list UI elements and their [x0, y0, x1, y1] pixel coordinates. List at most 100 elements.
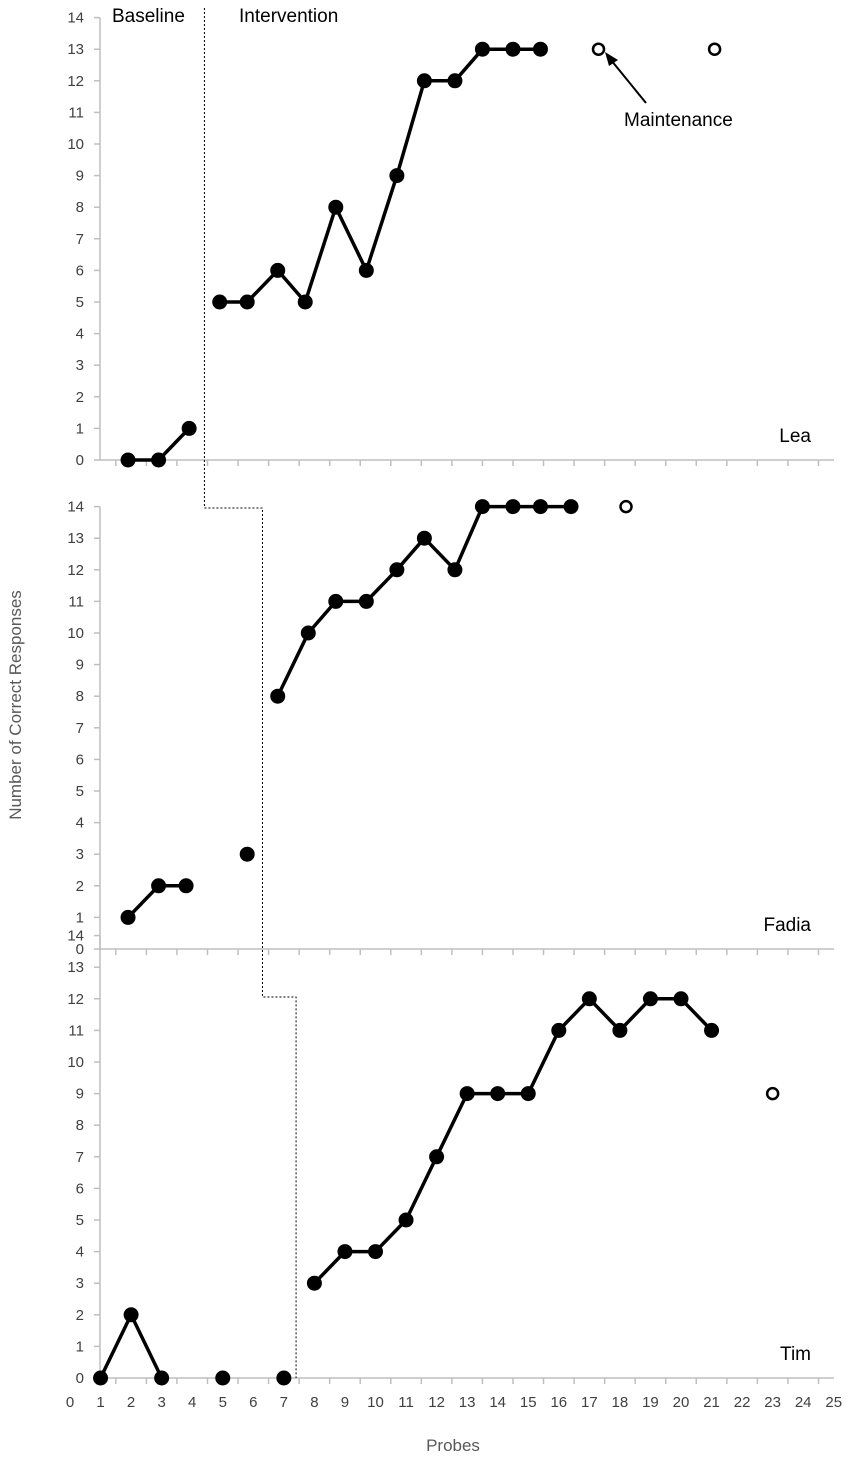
x-tick-label: 7	[280, 1394, 288, 1411]
x-tick-label: 8	[310, 1394, 318, 1411]
intervention-point-tim	[368, 1244, 383, 1260]
intervention-point-lea	[447, 73, 463, 89]
phase-change-line	[203, 8, 297, 1378]
intervention-point-fadia	[300, 625, 316, 641]
y-tick-label: 13	[67, 959, 84, 976]
intervention-point-lea	[532, 41, 548, 57]
y-tick-label: 2	[76, 1307, 84, 1324]
baseline-point-fadia	[151, 878, 167, 894]
y-tick-label: 9	[76, 1086, 84, 1103]
intervention-point-tim	[673, 991, 689, 1007]
x-tick-label: 5	[219, 1394, 227, 1411]
y-tick-label: 0	[76, 452, 84, 469]
intervention-point-lea	[212, 294, 228, 310]
baseline-line-tim	[98, 1313, 164, 1379]
intervention-point-tim	[459, 1086, 475, 1102]
x-tick-label: 1	[96, 1394, 104, 1411]
y-tick-label: 11	[68, 104, 84, 121]
y-tick-label: 14	[67, 928, 84, 945]
participant-label-tim: Tim	[780, 1344, 811, 1365]
x-tick-label: 18	[612, 1394, 629, 1411]
y-tick-label: 9	[76, 657, 84, 674]
intervention-point-lea	[270, 262, 286, 278]
y-tick-label: 7	[76, 720, 84, 737]
intervention-point-lea	[389, 168, 405, 184]
intervention-line-tim	[313, 997, 713, 1285]
y-tick-label: 14	[67, 10, 84, 27]
y-tick-label: 0	[76, 941, 84, 958]
y-tick-label: 13	[67, 530, 84, 547]
intervention-point-tim	[398, 1212, 414, 1228]
baseline-point-fadia	[239, 846, 255, 862]
intervention-point-fadia	[328, 593, 344, 609]
y-tick-label: 4	[76, 326, 84, 343]
intervention-point-tim	[704, 1022, 720, 1038]
baseline-point-fadia	[120, 909, 136, 925]
x-tick-label: 2	[127, 1394, 135, 1411]
y-tick-label: 5	[76, 1212, 84, 1229]
maintenance-point-tim	[765, 1086, 780, 1101]
baseline-point-lea	[151, 452, 167, 468]
baseline-point-fadia	[178, 878, 194, 894]
y-tick-label: 12	[67, 562, 84, 579]
baseline-point-lea	[181, 420, 197, 436]
participant-label-lea: Lea	[779, 426, 811, 447]
intervention-point-fadia	[532, 499, 548, 515]
maintenance-point-lea	[707, 42, 722, 56]
x-axis-title: Probes	[426, 1436, 480, 1455]
y-tick-label: 7	[76, 231, 84, 248]
y-tick-label: 6	[76, 1180, 84, 1197]
x-tick-label: 25	[825, 1394, 842, 1411]
y-tick-label: 3	[76, 1275, 84, 1292]
y-tick-label: 2	[76, 878, 84, 895]
y-tick-label: 2	[76, 389, 84, 406]
y-tick-label: 1	[76, 1338, 84, 1355]
intervention-point-tim	[520, 1086, 536, 1102]
y-tick-label: 3	[76, 357, 84, 374]
y-tick-label: 12	[67, 991, 84, 1008]
panels-group: 01234567891011121314Lea01234567891011121…	[66, 10, 842, 1411]
y-tick-label: 11	[68, 1022, 84, 1039]
intervention-point-tim	[551, 1022, 567, 1038]
intervention-point-lea	[505, 41, 521, 57]
x-tick-label: 19	[642, 1394, 659, 1411]
y-tick-label: 8	[76, 199, 84, 216]
x-tick-label: 11	[398, 1394, 414, 1411]
intervention-point-tim	[490, 1086, 506, 1102]
intervention-point-fadia	[270, 688, 286, 704]
x-tick-label: 17	[581, 1394, 598, 1411]
x-tick-label: 22	[734, 1394, 751, 1411]
intervention-line-lea	[219, 47, 541, 304]
intervention-point-tim	[337, 1244, 353, 1260]
intervention-point-lea	[358, 262, 374, 278]
y-axis-title: Number of Correct Responses	[6, 590, 25, 820]
baseline-point-tim	[276, 1370, 292, 1386]
intervention-point-fadia	[389, 562, 405, 578]
intervention-point-fadia	[447, 562, 463, 578]
intervention-phase-label: Intervention	[239, 6, 338, 27]
intervention-point-fadia	[505, 499, 521, 515]
x-tick-label: 4	[188, 1394, 196, 1411]
maintenance-point-lea	[591, 42, 606, 56]
maintenance-arrow-shaft	[610, 59, 647, 104]
y-tick-label: 1	[76, 420, 84, 437]
intervention-point-lea	[416, 73, 432, 89]
intervention-point-fadia	[563, 499, 579, 515]
y-tick-label: 0	[76, 1370, 84, 1387]
x-tick-label: 15	[520, 1394, 537, 1411]
baseline-point-lea	[120, 452, 136, 468]
maintenance-arrow-head	[605, 52, 618, 66]
intervention-point-lea	[297, 294, 313, 310]
x-tick-label: 23	[764, 1394, 781, 1411]
y-tick-label: 7	[76, 1149, 84, 1166]
x-tick-label: 6	[249, 1394, 257, 1411]
participant-label-fadia: Fadia	[763, 915, 811, 936]
y-tick-label: 6	[76, 751, 84, 768]
intervention-point-tim	[306, 1275, 322, 1291]
maintenance-point-fadia	[619, 499, 633, 514]
baseline-point-tim	[123, 1307, 139, 1323]
